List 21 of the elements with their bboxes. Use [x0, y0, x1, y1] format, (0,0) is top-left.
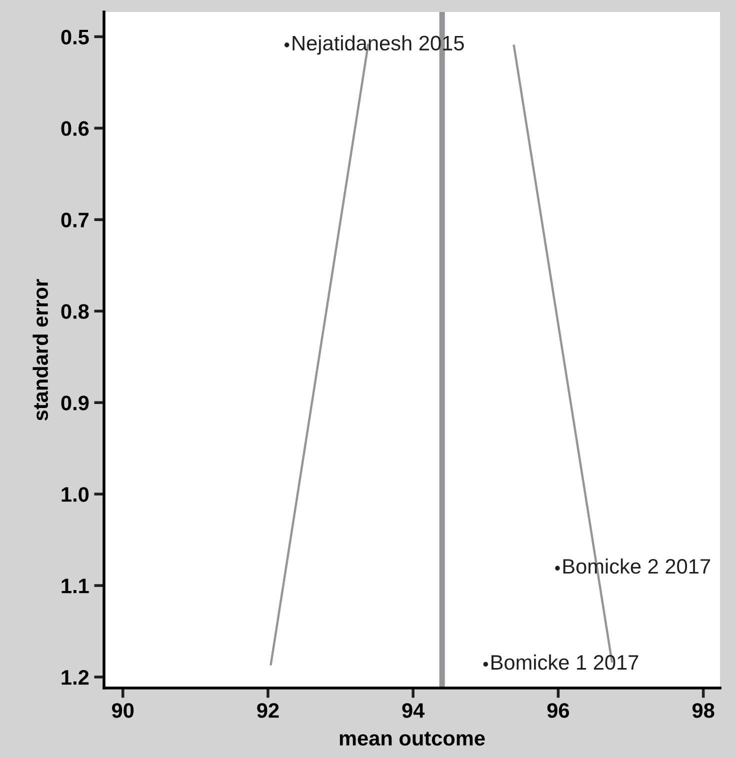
annotation: Bomicke 1 2017: [492, 654, 638, 670]
y-axis-title: standard error: [32, 279, 48, 420]
point: [483, 662, 488, 667]
x-tick-label: 90: [112, 703, 134, 718]
x-tick-label: 98: [692, 703, 714, 718]
y-tick-label: 0.6: [61, 121, 89, 136]
y-tick-label: 0.9: [61, 396, 89, 410]
x-axis-title: mean outcome: [340, 732, 485, 746]
y-tick-label: 1.0: [62, 487, 89, 502]
y-tick-label: 1.2: [62, 670, 89, 685]
point: [284, 42, 290, 48]
y-tick-label: 0.7: [61, 212, 89, 228]
y-tick-label: 0.5: [61, 30, 89, 44]
x-tick-label: 92: [257, 703, 279, 718]
x-tick-label: 94: [402, 703, 425, 718]
annotation: Bomicke 2 2017: [563, 558, 710, 574]
y-tick-label: 1.1: [62, 578, 89, 594]
point: [555, 566, 560, 571]
x-tick-label: 96: [547, 703, 570, 718]
annotation: Nejatidanesh 2015: [292, 35, 464, 55]
y-tick-label: 0.8: [61, 304, 89, 319]
